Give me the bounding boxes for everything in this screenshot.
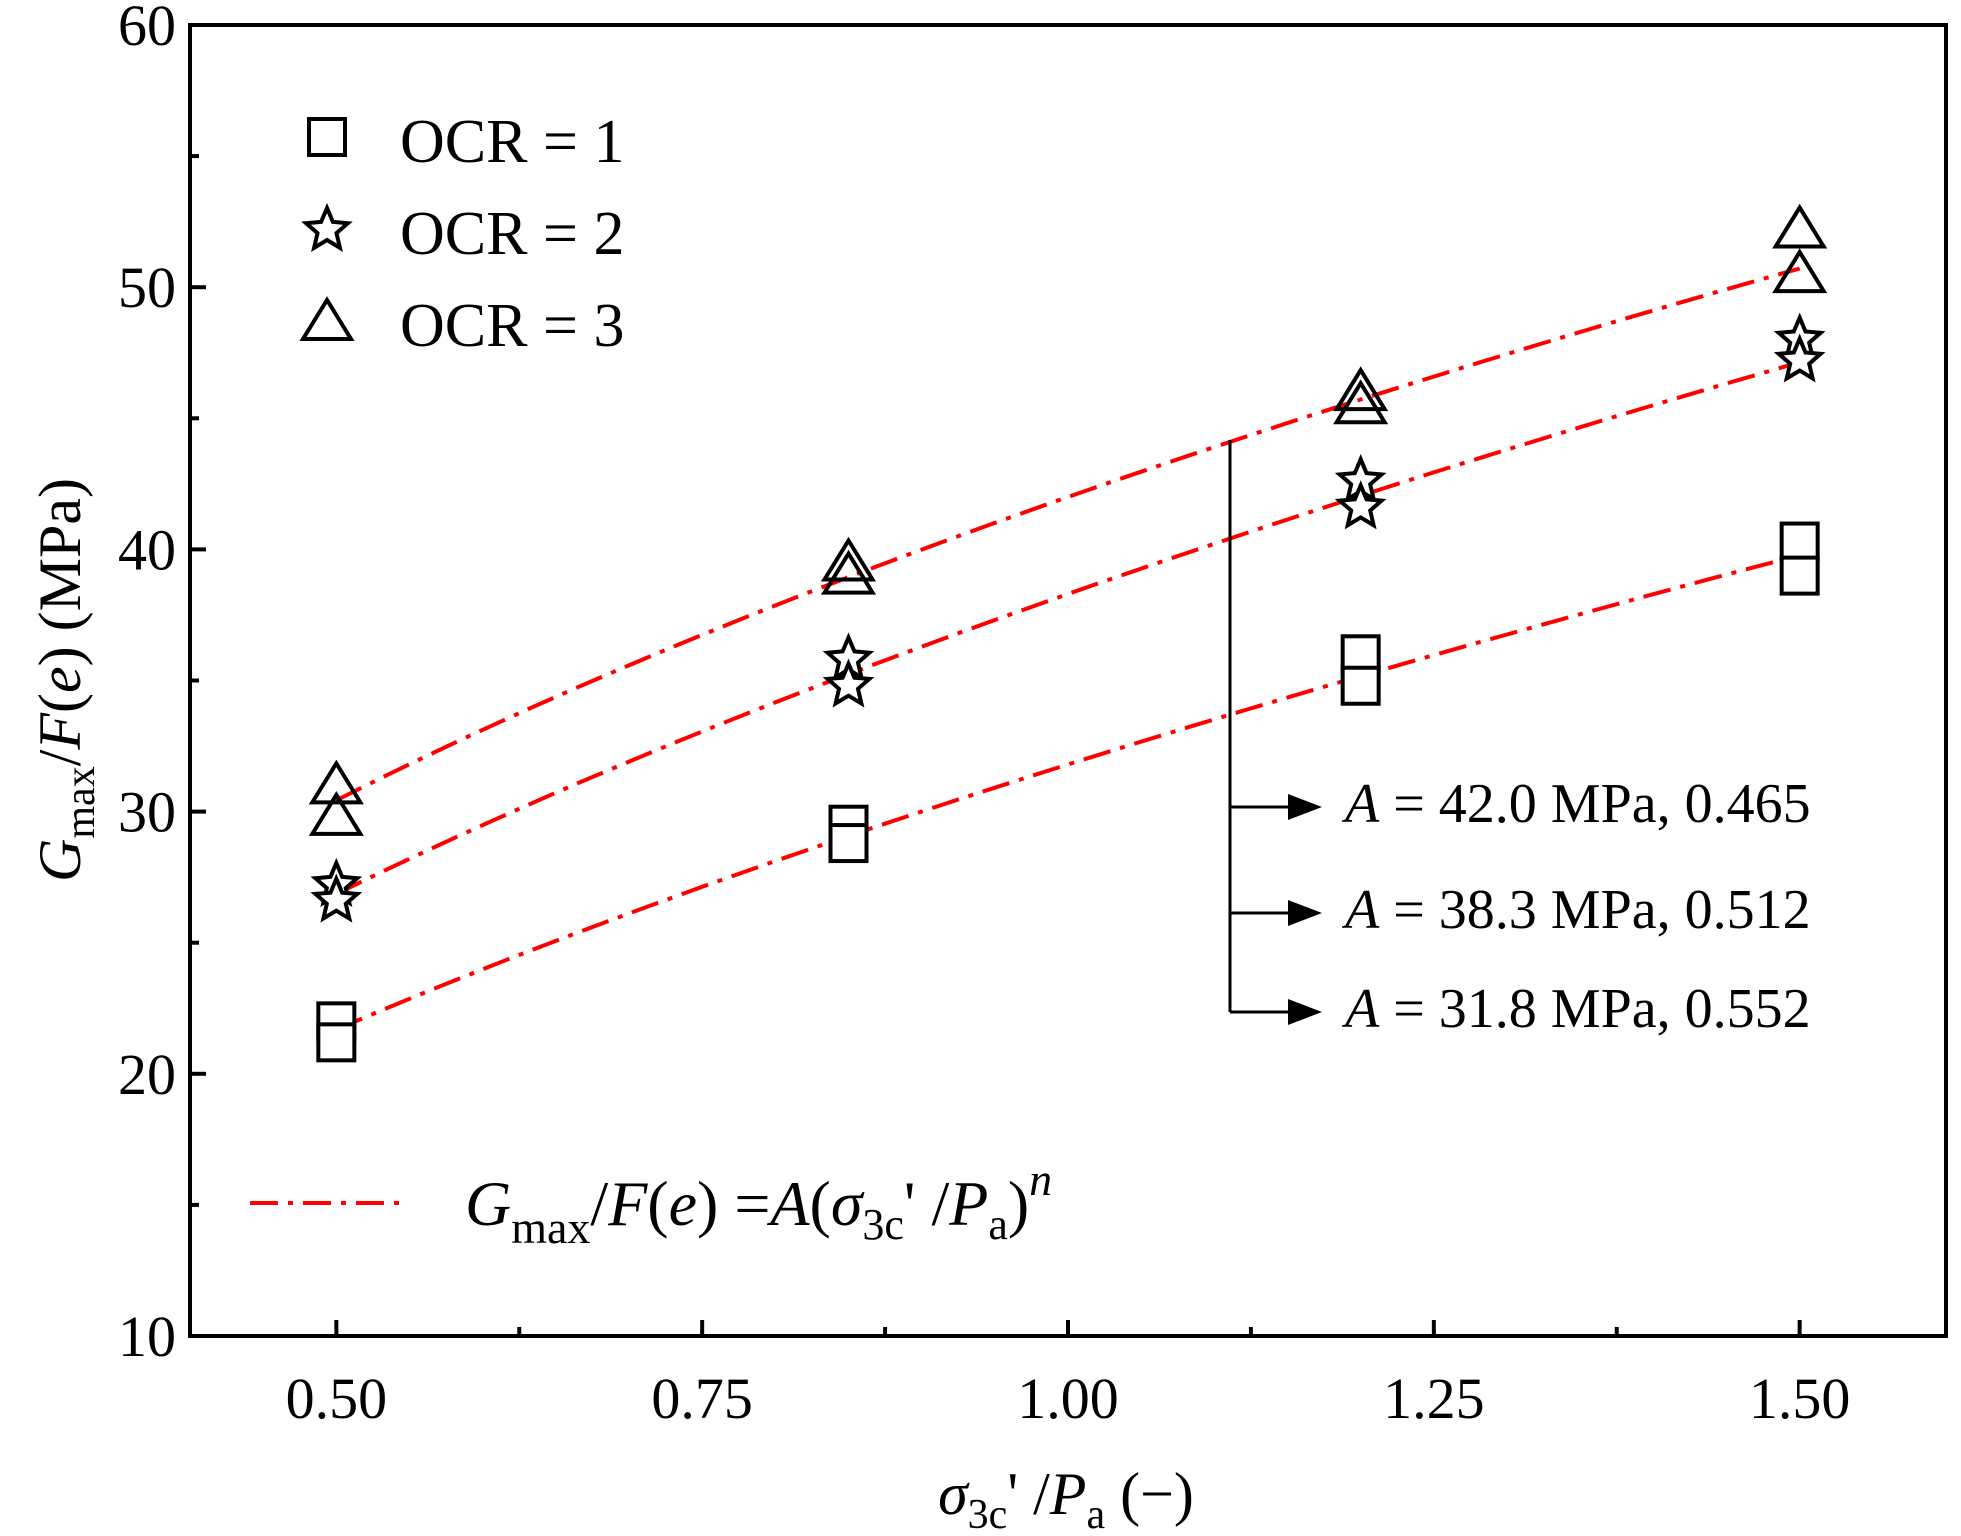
triangle-marker xyxy=(820,549,877,595)
x-tick-label: 1.25 xyxy=(1383,1366,1485,1431)
triangle-marker xyxy=(308,759,364,805)
legend-triangle-icon xyxy=(299,296,355,341)
y-axis-title: Gmax/F(e) (MPa) xyxy=(27,478,104,882)
triangle-marker xyxy=(1333,366,1389,412)
fit-curve-ocr1 xyxy=(335,553,1801,1032)
legend-label-ocr3: OCR = 3 xyxy=(400,292,624,360)
fit-curve-ocr2 xyxy=(335,360,1801,896)
y-tick-label: 60 xyxy=(118,0,176,58)
x-axis-title: σ3c' /Pa (−) xyxy=(938,1461,1194,1536)
star-marker xyxy=(822,658,875,708)
legend-star-icon xyxy=(301,202,353,252)
arrow-head-icon xyxy=(1288,794,1322,820)
square-marker xyxy=(1779,521,1820,562)
annotation-ocr2: A = 38.3 MPa, 0.512 xyxy=(1341,879,1811,941)
star-marker xyxy=(1773,333,1826,383)
x-tick-label: 0.75 xyxy=(651,1366,753,1431)
star-marker xyxy=(310,873,363,923)
triangle-marker xyxy=(1333,379,1389,425)
square-marker xyxy=(828,823,869,864)
arrow-head-icon xyxy=(1288,900,1322,926)
square-marker xyxy=(316,1022,357,1063)
fit-legend: Gmax/F(e) =A(σ3c' /Pa)n xyxy=(250,1154,1052,1253)
annotation-ocr3: A = 42.0 MPa, 0.465 xyxy=(1341,773,1811,835)
fit-curve-ocr3 xyxy=(335,266,1801,803)
y-tick-label: 20 xyxy=(118,1042,176,1107)
y-tick-label: 30 xyxy=(118,780,176,845)
legend-label-ocr2: OCR = 2 xyxy=(400,200,624,268)
legend-label-ocr1: OCR = 1 xyxy=(400,108,624,176)
square-marker xyxy=(1779,555,1820,596)
fit-legend-formula: Gmax/F(e) =A(σ3c' /Pa)n xyxy=(465,1154,1052,1253)
data-points xyxy=(308,203,1828,1063)
triangle-marker xyxy=(1772,248,1828,294)
axis-ticks: 0.50 0.75 1.00 1.25 1.50 10 20 30 40 50 60 xyxy=(118,0,1850,1431)
annotation-bracket xyxy=(1228,440,1322,1025)
annotation-ocr1: A = 31.8 MPa, 0.552 xyxy=(1341,978,1811,1040)
triangle-marker xyxy=(308,791,364,836)
y-tick-label: 10 xyxy=(118,1304,176,1369)
arrow-head-icon xyxy=(1288,999,1322,1025)
legend: OCR = 1 OCR = 2 OCR = 3 xyxy=(299,108,624,360)
x-tick-label: 0.50 xyxy=(286,1366,388,1431)
fit-curves xyxy=(335,266,1801,1032)
y-tick-label: 40 xyxy=(118,517,176,582)
x-tick-label: 1.50 xyxy=(1749,1366,1851,1431)
square-marker xyxy=(1340,665,1381,706)
legend-square-icon xyxy=(307,117,347,157)
x-tick-label: 1.00 xyxy=(1017,1366,1119,1431)
star-marker xyxy=(1334,480,1387,530)
y-tick-label: 50 xyxy=(118,255,176,320)
triangle-marker xyxy=(1772,203,1828,249)
triangle-marker xyxy=(820,536,877,582)
